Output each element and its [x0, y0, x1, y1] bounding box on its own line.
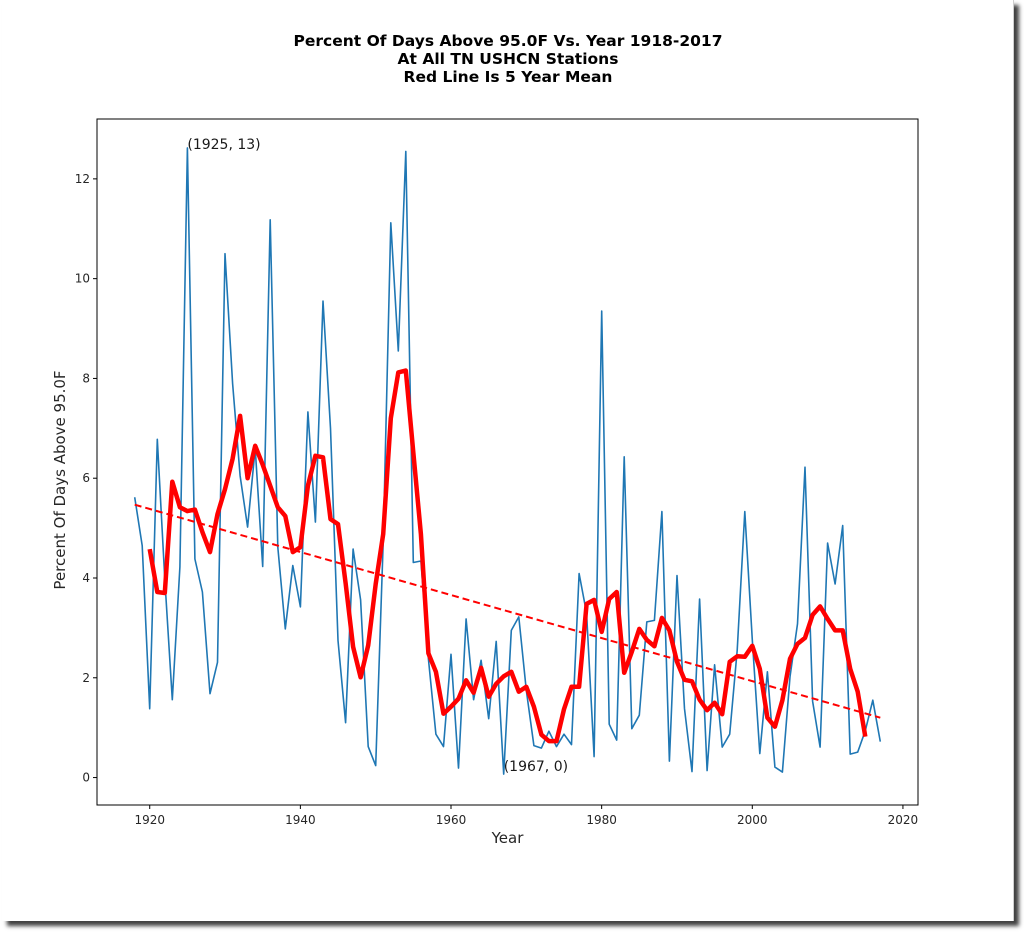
chart-title-line-3: Red Line Is 5 Year Mean [403, 68, 613, 86]
y-axis-label: Percent Of Days Above 95.0F [51, 370, 69, 589]
x-axis-label: Year [491, 829, 525, 847]
y-tick-label: 2 [82, 671, 90, 685]
chart-title-line-1: Percent Of Days Above 95.0F Vs. Year 191… [293, 32, 723, 50]
y-tick-label: 12 [75, 172, 90, 186]
x-axis: 1920 1940 1960 1980 2000 2020 [134, 805, 918, 827]
annotation-label: (1925, 13) [187, 137, 260, 153]
series-line-annual [133, 147, 882, 775]
trend-line [134, 503, 881, 719]
y-axis: 0 2 4 6 8 10 12 [75, 172, 97, 785]
y-tick-label: 8 [82, 371, 90, 385]
x-tick-label: 1960 [436, 813, 467, 827]
x-tick-label: 2000 [737, 813, 768, 827]
chart-title-line-2: At All TN USHCN Stations [397, 50, 619, 68]
annotation-label: (1967, 0) [504, 759, 568, 775]
plot-area [133, 147, 882, 775]
x-tick-label: 1940 [285, 813, 316, 827]
annotations: (1925, 13) (1967, 0) [187, 137, 568, 775]
x-tick-label: 1980 [586, 813, 617, 827]
x-tick-label: 2020 [888, 813, 919, 827]
y-tick-label: 10 [75, 272, 90, 286]
figure-frame [2, 0, 1014, 921]
chart-title: Percent Of Days Above 95.0F Vs. Year 191… [0, 32, 1016, 86]
y-tick-label: 4 [82, 571, 90, 585]
y-tick-label: 0 [82, 771, 90, 785]
x-tick-label: 1920 [134, 813, 165, 827]
series-line-5yr-mean [147, 368, 868, 744]
y-tick-label: 6 [82, 471, 90, 485]
axes-frame [96, 118, 919, 806]
